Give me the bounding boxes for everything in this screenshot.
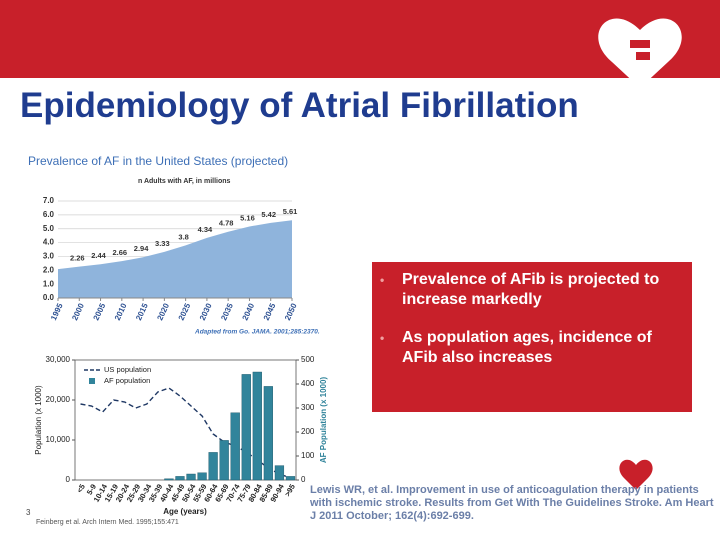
y-tick-label: 10,000: [46, 435, 71, 444]
x-tick-label: 2020: [155, 301, 171, 321]
x-axis-label: Age (years): [163, 507, 207, 516]
bar: [274, 465, 285, 481]
bar: [252, 371, 262, 481]
y2-tick-label: 200: [301, 427, 315, 436]
value-label: 5.42: [261, 210, 276, 219]
value-label: 3.33: [155, 239, 170, 248]
x-tick-label: 2005: [92, 301, 108, 321]
y2-tick-label: 400: [301, 379, 315, 388]
footer-logo: [619, 459, 653, 490]
bar: [230, 412, 240, 481]
slide-title: Epidemiology of Atrial Fibrillation: [20, 86, 579, 125]
x-tick-label: 2025: [177, 301, 193, 321]
value-label: 2.66: [113, 248, 128, 257]
value-label: 4.78: [219, 219, 234, 228]
legend-swatch: [89, 378, 95, 384]
page-number: 3: [26, 508, 31, 517]
y-tick-label: 0.0: [43, 293, 55, 302]
chart-subtitle: n Adults with AF, in millions: [138, 178, 231, 185]
value-label: 5.16: [240, 213, 255, 222]
bullet: Prevalence of AFib is projected to incre…: [380, 270, 682, 310]
y2-tick-label: 0: [301, 475, 306, 484]
chart-source: Feinberg et al. Arch Intern Med. 1995;15…: [36, 519, 179, 526]
chart-source: Adapted from Go. JAMA. 2001;285:2370.: [194, 329, 320, 336]
y-tick-label: 5.0: [43, 224, 55, 233]
y-tick-label: 3.0: [43, 252, 55, 261]
legend-label: AF population: [104, 376, 150, 385]
y2-axis-label: AF Population (x 1000): [319, 377, 328, 464]
y2-tick-label: 300: [301, 403, 315, 412]
y-tick-label: 7.0: [43, 196, 55, 205]
x-tick-label: <5: [75, 482, 87, 494]
legend-label: US population: [104, 365, 151, 374]
bar: [263, 386, 273, 481]
y-tick-label: 30,000: [46, 355, 71, 364]
value-label: 3.8: [178, 232, 188, 241]
y-tick-label: 6.0: [43, 210, 55, 219]
x-tick-label: 2040: [241, 301, 257, 321]
bar: [208, 452, 218, 481]
y-axis-label: Population (x 1000): [34, 385, 43, 455]
y-tick-label: 1.0: [43, 279, 55, 288]
area: [58, 220, 292, 298]
bar: [219, 440, 229, 481]
y-tick-label: 4.0: [43, 238, 55, 247]
value-label: 5.61: [283, 207, 298, 216]
x-tick-label: 2010: [113, 301, 129, 321]
x-tick-label: 2000: [70, 301, 86, 321]
bullet-box: Prevalence of AFib is projected to incre…: [372, 262, 692, 412]
x-tick-label: 2015: [134, 301, 150, 321]
bar: [197, 472, 207, 481]
value-label: 2.44: [91, 251, 106, 260]
bullet: As population ages, incidence of AFib al…: [380, 328, 682, 368]
bar: [241, 374, 251, 481]
y2-tick-label: 100: [301, 451, 315, 460]
y-tick-label: 0: [66, 475, 71, 484]
chart-title: Prevalence of AF in the United States (p…: [28, 154, 288, 168]
bar: [164, 478, 174, 481]
value-label: 2.26: [70, 254, 85, 263]
header-logo: [598, 18, 682, 88]
x-tick-label: 1995: [49, 301, 65, 321]
bar: [175, 476, 185, 481]
y-tick-label: 20,000: [46, 395, 71, 404]
bar: [285, 476, 296, 481]
x-tick-label: 2030: [198, 301, 214, 321]
x-tick-label: 2045: [262, 301, 278, 321]
value-label: 4.34: [198, 225, 213, 234]
reference: Lewis WR, et al. Improvement in use of a…: [310, 484, 714, 522]
value-label: 2.94: [134, 244, 149, 253]
y-tick-label: 2.0: [43, 265, 55, 274]
x-tick-label: 2050: [283, 301, 299, 321]
bar: [186, 473, 196, 481]
y2-tick-label: 500: [301, 355, 315, 364]
x-tick-label: >95: [283, 482, 297, 498]
x-tick-label: 2035: [219, 301, 235, 321]
plot-frame: [74, 359, 297, 481]
